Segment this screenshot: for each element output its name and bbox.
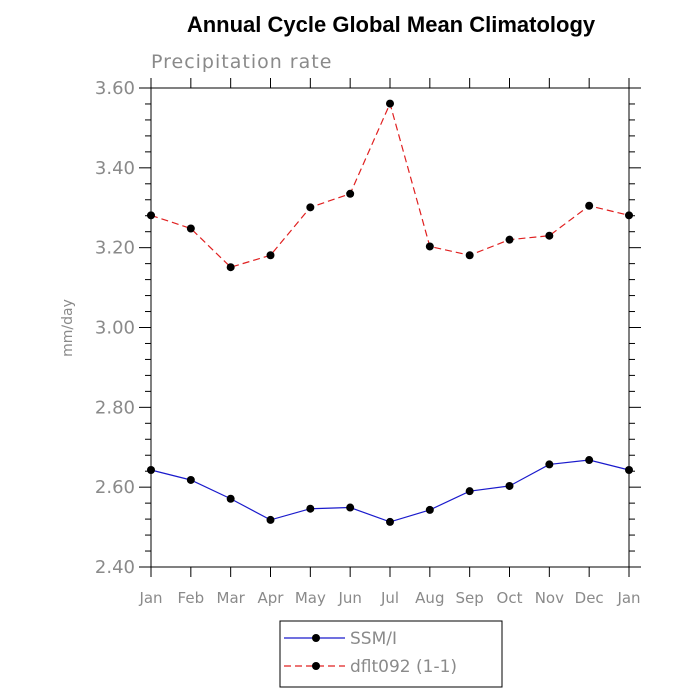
- series-0-point: [266, 515, 275, 524]
- legend-marker-dflt092: [312, 662, 320, 670]
- x-tick-label: Aug: [415, 589, 444, 607]
- series-line-0: [150, 459, 630, 523]
- series-1-point: [186, 224, 195, 233]
- legend-box: [279, 620, 503, 688]
- series-layer: [147, 99, 633, 526]
- y-tick-label: 3.60: [95, 78, 135, 99]
- y-tick-label: 2.60: [95, 477, 135, 498]
- series-1-point: [465, 251, 474, 260]
- series-0-point: [186, 475, 195, 484]
- y-tick-label: 2.80: [95, 397, 135, 418]
- x-tick-label: Nov: [535, 589, 564, 607]
- legend: SSM/I dflt092 (1-1): [279, 620, 503, 688]
- x-tick-label: Oct: [497, 589, 523, 607]
- x-tick-label: Apr: [258, 589, 285, 607]
- series-0-point: [306, 504, 315, 513]
- series-1-point: [306, 203, 315, 212]
- y-tick-label: 3.40: [95, 158, 135, 179]
- y-tick-labels: 2.40 2.60 2.80 3.00 3.20 3.40 3.60: [95, 78, 135, 578]
- series-0-point: [465, 487, 474, 496]
- series-1-point: [386, 99, 394, 108]
- series-1-point: [585, 201, 594, 210]
- legend-label-ssmi: SSM/I: [350, 629, 397, 649]
- x-tick-label: Dec: [575, 589, 604, 607]
- series-1-point: [346, 189, 355, 198]
- legend-marker-ssmi: [312, 634, 320, 642]
- chart-subtitle: Precipitation rate: [151, 51, 332, 73]
- series-0-point: [386, 517, 394, 526]
- series-1-point: [505, 235, 514, 244]
- x-tick-label: Sep: [456, 589, 484, 607]
- series-1-point: [425, 242, 434, 251]
- chart-title: Annual Cycle Global Mean Climatology: [187, 12, 596, 37]
- series-0-point: [346, 503, 355, 512]
- y-tick-label: 3.00: [95, 318, 135, 339]
- axis-ticks: [139, 78, 641, 577]
- series-1-point: [266, 251, 275, 260]
- x-tick-label: Jun: [337, 589, 361, 607]
- y-tick-label: 3.20: [95, 238, 135, 259]
- x-tick-labels: Jan Feb Mar Apr May Jun Jul Aug Sep Oct Nov Dec Jan: [138, 589, 640, 607]
- y-tick-label: 2.40: [95, 557, 135, 578]
- x-tick-label: Feb: [178, 589, 205, 607]
- x-tick-label: Jan: [616, 589, 640, 607]
- series-1-point: [625, 211, 633, 220]
- series-1-point: [545, 231, 554, 240]
- series-0-point: [505, 481, 514, 490]
- series-0-point: [425, 505, 434, 514]
- legend-label-dflt092: dflt092 (1-1): [350, 657, 457, 677]
- series-1-point: [147, 211, 155, 220]
- series-0-point: [226, 494, 235, 503]
- series-0-point: [545, 460, 554, 469]
- x-tick-label: Jan: [138, 589, 162, 607]
- x-tick-label: May: [295, 589, 326, 607]
- series-0-point: [585, 456, 594, 465]
- series-0-point: [625, 466, 633, 475]
- y-axis-label: mm/day: [60, 299, 76, 357]
- x-tick-label: Jul: [380, 589, 399, 607]
- series-0-point: [147, 466, 155, 475]
- series-1-point: [226, 263, 235, 272]
- series-line-1: [150, 101, 630, 268]
- x-tick-label: Mar: [217, 589, 246, 607]
